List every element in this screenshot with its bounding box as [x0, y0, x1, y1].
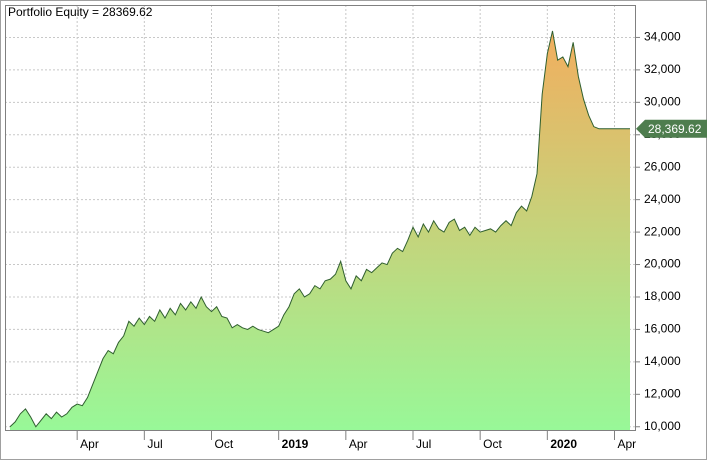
x-tick-label: Apr: [349, 437, 368, 451]
y-tick-label: 20,000: [644, 257, 681, 271]
x-tick-label: Oct: [483, 437, 502, 451]
y-tick-label: 26,000: [644, 159, 681, 173]
x-tick-label: Jul: [147, 437, 162, 451]
y-tick-label: 16,000: [644, 322, 681, 336]
end-value-label: 28,369.62: [648, 122, 702, 136]
x-tick-label: 2020: [550, 437, 577, 451]
end-value-marker: [636, 119, 707, 138]
y-tick-label: 10,000: [644, 419, 681, 433]
y-tick-label: 32,000: [644, 62, 681, 76]
y-tick-label: 34,000: [644, 30, 681, 44]
y-tick-label: 18,000: [644, 289, 681, 303]
equity-line: [9, 30, 630, 428]
plot-frame: [5, 5, 636, 431]
x-tick-label: Apr: [80, 437, 99, 451]
chart-title: Portfolio Equity = 28369.62: [8, 5, 153, 19]
plot-area: [9, 30, 630, 430]
equity-area: [10, 30, 630, 430]
x-tick-label: Jul: [416, 437, 431, 451]
x-tick-label: Apr: [618, 437, 637, 451]
y-tick-label: 22,000: [644, 224, 681, 238]
y-tick-label: 24,000: [644, 192, 681, 206]
y-tick-label: 30,000: [644, 95, 681, 109]
x-tick-label: Oct: [215, 437, 234, 451]
y-tick-label: 14,000: [644, 354, 681, 368]
y-tick-label: 12,000: [644, 386, 681, 400]
x-tick-label: 2019: [282, 437, 309, 451]
